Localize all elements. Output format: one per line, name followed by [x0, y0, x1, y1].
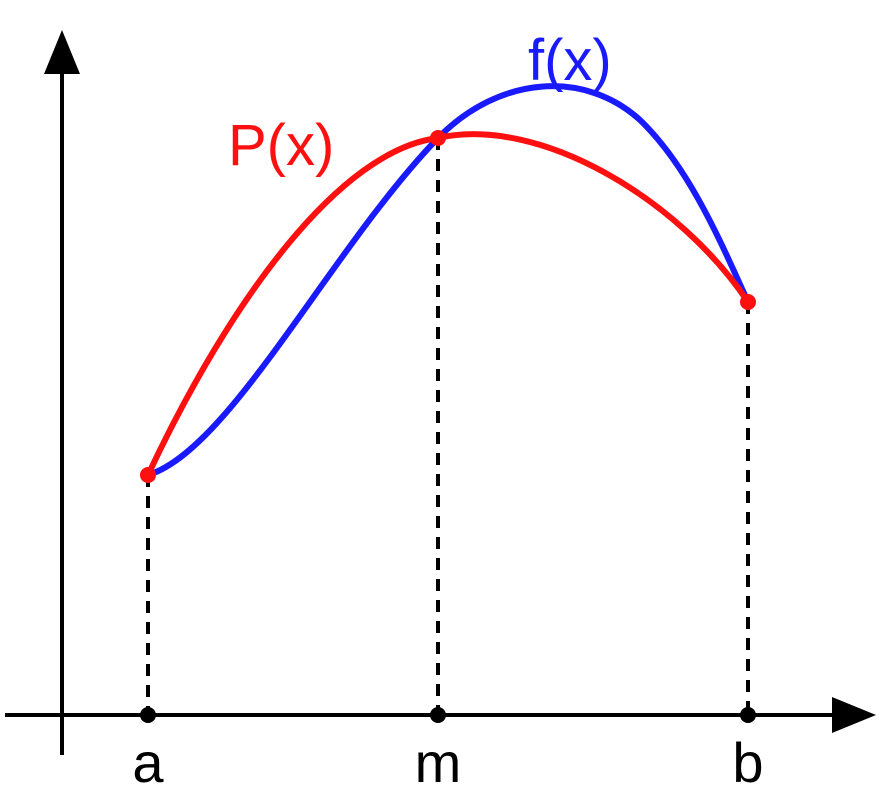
f-label: f(x)	[528, 28, 612, 93]
axis-dot-m	[430, 707, 446, 723]
point-label: m	[415, 731, 462, 794]
y-axis-arrow	[44, 30, 80, 74]
f-curve	[147, 83, 751, 478]
point-a	[140, 467, 156, 483]
point-b	[740, 294, 756, 310]
p-curve	[145, 131, 751, 477]
axis-dot-b	[740, 707, 756, 723]
point-label: a	[132, 731, 164, 794]
x-axis-arrow	[832, 697, 876, 733]
point-label: b	[732, 731, 763, 794]
p-label: P(x)	[228, 113, 334, 178]
point-m	[430, 130, 446, 146]
axis-dot-a	[140, 707, 156, 723]
